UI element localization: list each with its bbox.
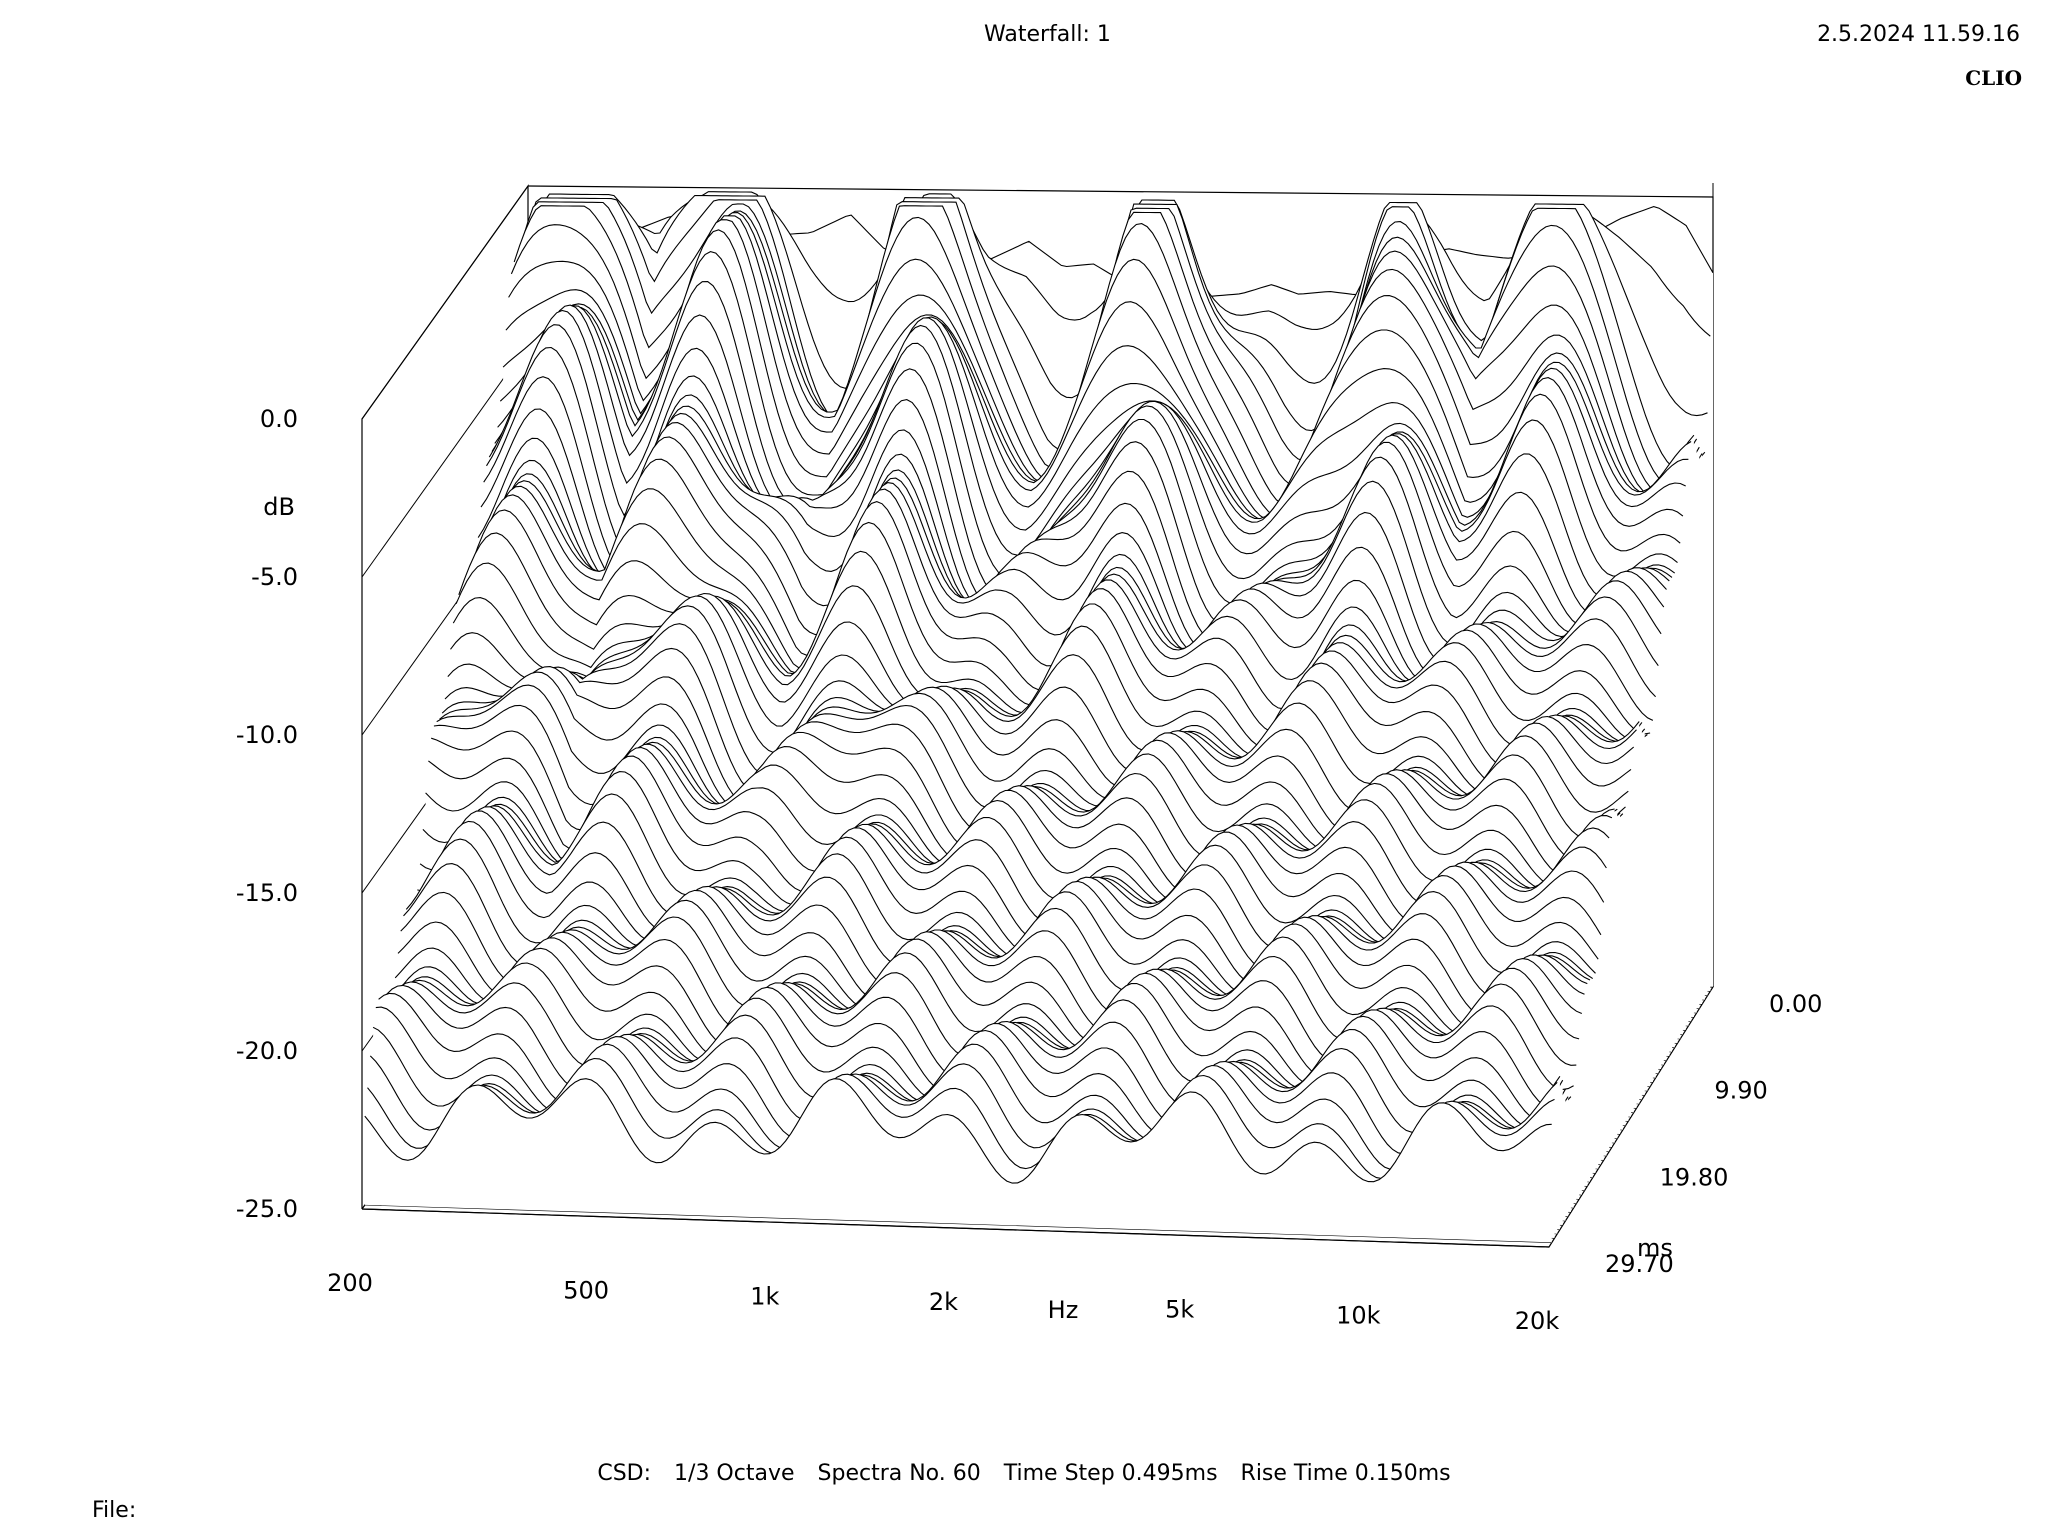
x-tick-label: 10k <box>1336 1301 1381 1329</box>
z-tick-label: 0.00 <box>1769 990 1822 1018</box>
spectrum-baseline <box>364 1204 1552 1243</box>
y-tick-label: 0.0 <box>260 405 298 433</box>
x-tick-label: 200 <box>327 1269 373 1297</box>
spectrum-curve <box>491 309 1678 579</box>
z-tick-label: 9.90 <box>1714 1077 1767 1105</box>
x-tick-label: 2k <box>929 1288 958 1316</box>
front-edge <box>361 1208 1550 1248</box>
rise-time-label: Rise Time 0.150ms <box>1240 1461 1451 1486</box>
decay-curves <box>361 191 1714 1248</box>
spectrum-curve <box>367 1057 1555 1180</box>
x-tick-label: 500 <box>563 1277 609 1305</box>
spectrum-curve <box>364 1078 1552 1184</box>
z-tick-label: 19.80 <box>1660 1163 1729 1191</box>
y-tick-label: -10.0 <box>236 721 298 749</box>
left-wall-grid <box>361 343 529 578</box>
spectrum-curve <box>450 605 1637 794</box>
spectrum-curve <box>441 666 1629 833</box>
y-tick-label: -25.0 <box>236 1195 298 1223</box>
z-tick-label: 29.70 <box>1605 1250 1674 1278</box>
timestamp: 2.5.2024 11.59.16 <box>1817 22 2020 47</box>
time-step-label: Time Step 0.495ms <box>1003 1461 1218 1486</box>
axis-ticks: 0.0 -5.0 -10.0 -15.0 -20.0 -25.0 dB 200 500 1k 2k 5… <box>236 405 1823 1335</box>
brand-logo: CLIO <box>1965 66 2022 90</box>
y-tick-label: -15.0 <box>236 879 298 907</box>
spectrum-curve <box>486 346 1673 616</box>
spectrum-curve <box>497 281 1684 531</box>
spectra-label: Spectra No. 60 <box>817 1461 981 1486</box>
spectrum-curve <box>447 623 1635 797</box>
mode-label: CSD: <box>597 1461 652 1486</box>
y-tick-label: -20.0 <box>236 1037 298 1065</box>
spectrum-curve <box>400 891 1588 1029</box>
spectrum-curve <box>483 376 1670 627</box>
resolution-label: 1/3 Octave <box>674 1461 795 1486</box>
chart-title: Waterfall: 1 <box>984 22 1111 47</box>
spectrum-curve <box>444 647 1632 812</box>
spectrum-curve <box>488 324 1676 599</box>
spectrum-curve <box>502 229 1689 521</box>
x-tick-label: 1k <box>750 1282 779 1310</box>
file-label: File: <box>92 1498 137 1523</box>
spectrum-curve <box>494 304 1681 556</box>
x-axis-label: Hz <box>1048 1296 1079 1324</box>
spectrum-curve <box>499 251 1686 520</box>
spectrum-curve <box>397 916 1585 1035</box>
spectrum-curve <box>480 408 1667 643</box>
z-axis-label: ms <box>1637 1234 1673 1262</box>
y-tick-label: -5.0 <box>251 563 298 591</box>
x-tick-label: 5k <box>1165 1296 1194 1324</box>
spectrum-curve <box>439 671 1626 845</box>
measurement-info: CSD: 1/3 Octave Spectra No. 60 Time Step… <box>0 1461 2048 1486</box>
x-tick-label: 20k <box>1515 1307 1560 1335</box>
y-axis-label: dB <box>263 493 295 521</box>
spectrum-fill <box>364 1078 1552 1243</box>
spectrum-curve <box>403 863 1591 1017</box>
left-wall-grid <box>361 185 529 420</box>
